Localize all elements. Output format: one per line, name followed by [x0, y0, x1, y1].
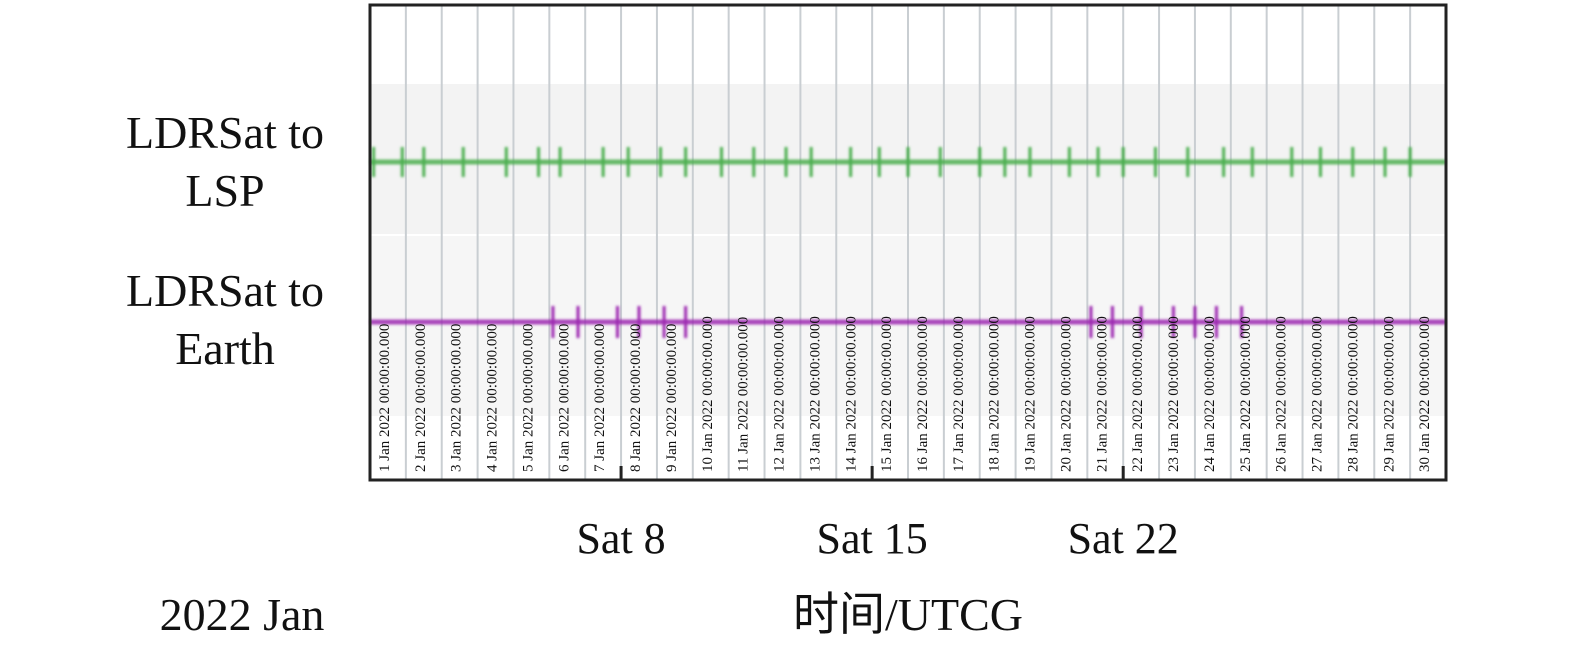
date-label: 21 Jan 2022 00:00:00.000: [1094, 316, 1110, 472]
date-label: 12 Jan 2022 00:00:00.000: [772, 316, 788, 472]
plot-frame: [368, 3, 1448, 482]
date-label: 20 Jan 2022 00:00:00.000: [1058, 316, 1074, 472]
date-label: 24 Jan 2022 00:00:00.000: [1202, 316, 1218, 472]
date-label: 11 Jan 2022 00:00:00.000: [736, 317, 752, 472]
date-label: 22 Jan 2022 00:00:00.000: [1130, 316, 1146, 472]
series-group: [370, 306, 1446, 338]
date-label: 30 Jan 2022 00:00:00.000: [1417, 316, 1433, 472]
date-label: 26 Jan 2022 00:00:00.000: [1274, 316, 1290, 472]
date-label: 15 Jan 2022 00:00:00.000: [879, 316, 895, 472]
date-label: 5 Jan 2022 00:00:00.000: [520, 324, 536, 472]
date-label: 25 Jan 2022 00:00:00.000: [1238, 316, 1254, 472]
date-label: 10 Jan 2022 00:00:00.000: [700, 316, 716, 472]
date-label: 27 Jan 2022 00:00:00.000: [1310, 316, 1326, 472]
date-label: 9 Jan 2022 00:00:00.000: [664, 324, 680, 472]
date-label: 8 Jan 2022 00:00:00.000: [628, 324, 644, 472]
row-labels: LDRSat to LSP LDRSat to Earth: [126, 107, 324, 374]
row-label-line: LSP: [185, 165, 264, 216]
date-label: 18 Jan 2022 00:00:00.000: [987, 316, 1003, 472]
week-label: Sat 22: [1068, 514, 1179, 563]
date-label: 23 Jan 2022 00:00:00.000: [1166, 316, 1182, 472]
date-label: 7 Jan 2022 00:00:00.000: [592, 324, 608, 472]
row-label-line: LDRSat to: [126, 107, 324, 158]
date-label: 13 Jan 2022 00:00:00.000: [807, 316, 823, 472]
date-label: 3 Jan 2022 00:00:00.000: [449, 324, 465, 472]
x-axis-title: 时间/UTCG: [793, 589, 1023, 640]
series-group: [370, 147, 1446, 177]
event-series: [370, 147, 1446, 338]
period-label: 2022 Jan: [160, 589, 325, 640]
date-label: 14 Jan 2022 00:00:00.000: [843, 316, 859, 472]
date-label: 17 Jan 2022 00:00:00.000: [951, 316, 967, 472]
date-label: 1 Jan 2022 00:00:00.000: [377, 324, 393, 472]
week-label: Sat 8: [576, 514, 665, 563]
week-label: Sat 15: [817, 514, 928, 563]
date-label: 29 Jan 2022 00:00:00.000: [1381, 316, 1397, 472]
date-label: 2 Jan 2022 00:00:00.000: [413, 324, 429, 472]
week-ticks: Sat 8 Sat 15 Sat 22: [576, 466, 1179, 563]
date-labels: 1 Jan 2022 00:00:00.000 2 Jan 2022 00:00:…: [377, 316, 1433, 472]
date-label: 28 Jan 2022 00:00:00.000: [1345, 316, 1361, 472]
day-gridlines: [404, 5, 1412, 480]
date-label: 4 Jan 2022 00:00:00.000: [485, 324, 501, 472]
date-label: 6 Jan 2022 00:00:00.000: [556, 324, 572, 472]
row-label-line: LDRSat to: [126, 265, 324, 316]
row-label-line: Earth: [175, 323, 275, 374]
date-label: 19 Jan 2022 00:00:00.000: [1023, 316, 1039, 472]
date-label: 16 Jan 2022 00:00:00.000: [915, 316, 931, 472]
